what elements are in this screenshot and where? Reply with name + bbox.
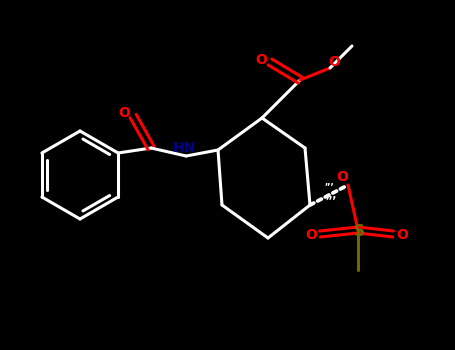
- Text: ,,,: ,,,: [325, 190, 336, 200]
- Text: HN: HN: [172, 141, 196, 155]
- Text: O: O: [118, 106, 130, 120]
- Text: O: O: [396, 228, 408, 242]
- Text: ,,,: ,,,: [324, 178, 334, 188]
- Text: O: O: [328, 55, 340, 69]
- Text: O: O: [336, 170, 348, 184]
- Text: S: S: [354, 224, 364, 238]
- Text: O: O: [255, 53, 267, 67]
- Text: O: O: [305, 228, 317, 242]
